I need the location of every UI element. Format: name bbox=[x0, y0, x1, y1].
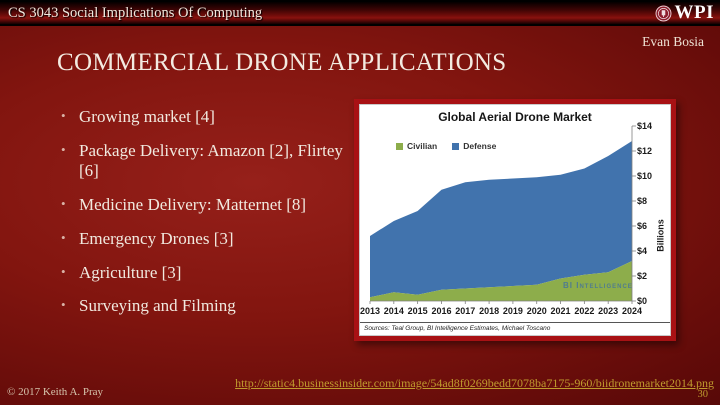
wpi-wordmark: WPI bbox=[674, 2, 714, 23]
y-tick-label: $10 bbox=[637, 171, 653, 181]
drone-market-chart: Global Aerial Drone Market Civilian Defe… bbox=[354, 99, 676, 341]
chart-canvas: Global Aerial Drone Market Civilian Defe… bbox=[359, 104, 671, 336]
y-tick-label: $4 bbox=[637, 246, 648, 256]
chart-title: Global Aerial Drone Market bbox=[438, 110, 592, 124]
y-tick-label: $8 bbox=[637, 196, 648, 206]
x-tick-label: 2022 bbox=[574, 306, 595, 316]
legend-item-civilian: Civilian bbox=[396, 141, 437, 151]
header-bar: CS 3043 Social Implications Of Computing… bbox=[0, 0, 720, 26]
legend-label-defense: Defense bbox=[463, 141, 497, 151]
x-tick-label: 2015 bbox=[407, 306, 428, 316]
x-tick-label: 2020 bbox=[526, 306, 547, 316]
x-tick-label: 2013 bbox=[359, 306, 381, 316]
y-axis-title: Billions bbox=[655, 219, 666, 252]
page-number: 30 bbox=[697, 389, 709, 400]
copyright-text: © 2017 Keith A. Pray bbox=[7, 386, 104, 398]
legend-label-civilian: Civilian bbox=[407, 141, 438, 151]
legend-item-defense: Defense bbox=[452, 141, 496, 151]
x-tick-label: 2023 bbox=[598, 306, 619, 316]
x-tick-label: 2014 bbox=[383, 306, 404, 316]
y-tick-label: $2 bbox=[637, 271, 648, 281]
footer-link[interactable]: http://static4.businessinsider.com/image… bbox=[235, 376, 714, 390]
bullet-item: Agriculture [3] bbox=[60, 263, 352, 284]
y-tick-label: $14 bbox=[637, 121, 653, 131]
bullet-item: Medicine Delivery: Matternet [8] bbox=[60, 195, 352, 216]
bullet-item: Surveying and Filming bbox=[60, 296, 352, 317]
wpi-logo: WPI bbox=[654, 2, 720, 24]
x-tick-label: 2018 bbox=[479, 306, 500, 316]
chart-watermark: BI Intelligence bbox=[563, 281, 633, 290]
chart-source-note: Sources: Teal Group, BI Intelligence Est… bbox=[360, 322, 670, 332]
x-tick-label: 2017 bbox=[455, 306, 476, 316]
bullet-item: Emergency Drones [3] bbox=[60, 229, 352, 250]
bullet-item: Package Delivery: Amazon [2], Flirtey [6… bbox=[60, 141, 352, 182]
chart-legend: Civilian Defense bbox=[396, 141, 496, 151]
x-tick-label: 2019 bbox=[502, 306, 523, 316]
bullet-list: Growing market [4] Package Delivery: Ama… bbox=[60, 107, 352, 330]
bullet-item: Growing market [4] bbox=[60, 107, 352, 128]
x-tick-label: 2024 bbox=[621, 306, 643, 316]
y-tick-label: $0 bbox=[637, 296, 648, 306]
legend-swatch-defense-icon bbox=[452, 142, 460, 150]
chart-plot-area bbox=[369, 125, 636, 304]
legend-swatch-civilian-icon bbox=[396, 142, 403, 150]
wpi-seal-icon bbox=[654, 4, 672, 22]
page-title: COMMERCIAL DRONE APPLICATIONS bbox=[57, 49, 507, 76]
author-name: Evan Bosia bbox=[642, 34, 704, 49]
y-tick-label: $6 bbox=[637, 221, 648, 231]
x-tick-label: 2021 bbox=[550, 306, 571, 316]
course-title: CS 3043 Social Implications Of Computing bbox=[8, 4, 263, 21]
x-tick-label: 2016 bbox=[431, 306, 452, 316]
y-tick-label: $12 bbox=[637, 146, 653, 156]
